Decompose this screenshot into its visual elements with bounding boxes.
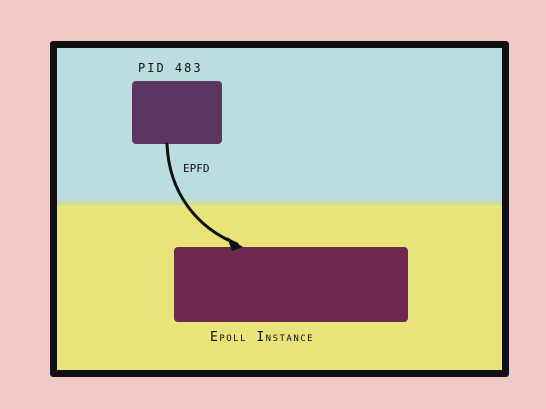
diagram-frame: PID 483 EPFD Epoll Instance — [50, 41, 509, 377]
epoll-instance-label: Epoll Instance — [210, 330, 315, 345]
sky-background — [57, 48, 502, 209]
process-box — [132, 81, 222, 144]
arrow-curve — [165, 142, 239, 246]
epfd-arrow — [165, 142, 243, 251]
process-label: PID 483 — [138, 61, 203, 75]
arrow-label: EPFD — [183, 162, 210, 175]
epoll-instance-box — [174, 247, 408, 322]
arrow-head — [227, 237, 243, 251]
